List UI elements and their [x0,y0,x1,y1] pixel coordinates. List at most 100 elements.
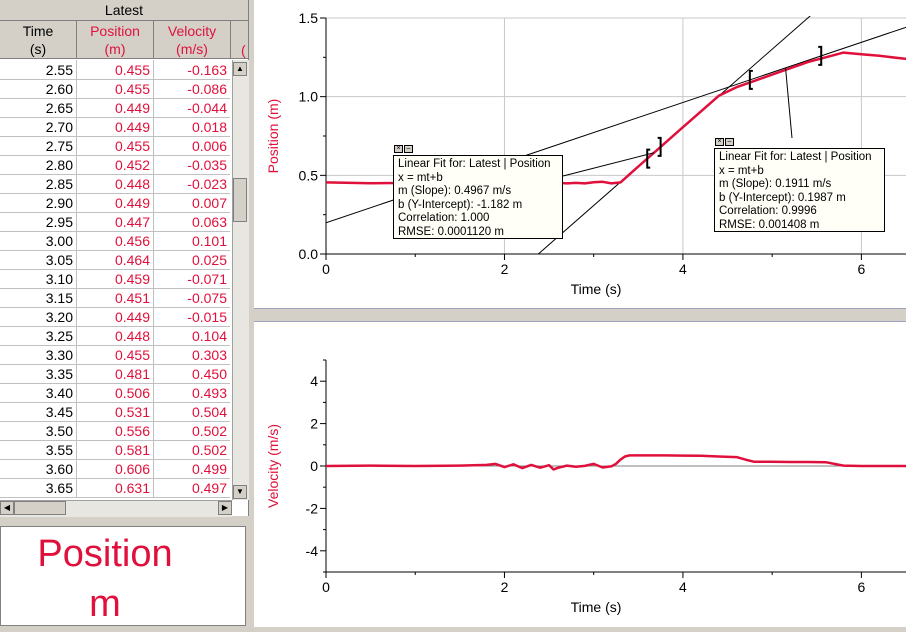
scroll-down-button[interactable]: ▼ [233,485,247,499]
time-cell[interactable]: 3.05 [0,250,77,269]
table-row[interactable]: 2.85 0.448 -0.023 [0,174,230,194]
fitbox-1-minimize-icon[interactable]: – [404,145,413,153]
position-cell[interactable]: 0.456 [77,231,154,250]
time-cell[interactable]: 3.65 [0,478,77,497]
velocity-cell[interactable]: 0.502 [154,421,230,440]
time-cell[interactable]: 3.20 [0,307,77,326]
position-cell[interactable]: 0.449 [77,117,154,136]
velocity-cell[interactable]: -0.163 [154,60,230,79]
column-header-time[interactable]: Time (s) [0,21,77,59]
velocity-cell[interactable]: 0.450 [154,364,230,383]
position-cell[interactable]: 0.464 [77,250,154,269]
velocity-cell[interactable]: -0.044 [154,98,230,117]
table-row[interactable]: 3.25 0.448 0.104 [0,326,230,346]
position-cell[interactable]: 0.449 [77,98,154,117]
position-cell[interactable]: 0.448 [77,174,154,193]
velocity-cell[interactable]: 0.007 [154,193,230,212]
velocity-cell[interactable]: 0.104 [154,326,230,345]
time-cell[interactable]: 2.95 [0,212,77,231]
time-cell[interactable]: 2.80 [0,155,77,174]
time-cell[interactable]: 2.65 [0,98,77,117]
position-cell[interactable]: 0.631 [77,478,154,497]
fitbox-1-close-icon[interactable]: × [394,145,403,153]
time-cell[interactable]: 3.35 [0,364,77,383]
position-cell[interactable]: 0.452 [77,155,154,174]
table-row[interactable]: 2.65 0.449 -0.044 [0,98,230,118]
time-cell[interactable]: 3.60 [0,459,77,478]
table-row[interactable]: 3.20 0.449 -0.015 [0,307,230,327]
velocity-cell[interactable]: 0.493 [154,383,230,402]
table-row[interactable]: 2.90 0.449 0.007 [0,193,230,213]
table-row[interactable]: 3.60 0.606 0.499 [0,459,230,479]
table-row[interactable]: 2.60 0.455 -0.086 [0,79,230,99]
time-cell[interactable]: 2.60 [0,79,77,98]
time-cell[interactable]: 3.10 [0,269,77,288]
position-cell[interactable]: 0.448 [77,326,154,345]
fitbox-2-minimize-icon[interactable]: – [725,138,734,146]
table-row[interactable]: 3.15 0.451 -0.075 [0,288,230,308]
vertical-scrollbar[interactable] [232,60,249,500]
velocity-graph-panel[interactable]: 0 2 4 6 -4 -2 0 2 4 Time (s) Velocity (m/s) [254,322,906,627]
scroll-up-button[interactable]: ▲ [233,62,247,76]
position-cell[interactable]: 0.506 [77,383,154,402]
position-cell[interactable]: 0.606 [77,459,154,478]
table-row[interactable]: 2.55 0.455 -0.163 [0,60,230,80]
time-cell[interactable]: 3.40 [0,383,77,402]
velocity-cell[interactable]: -0.075 [154,288,230,307]
time-cell[interactable]: 3.50 [0,421,77,440]
table-row[interactable]: 3.65 0.631 0.497 [0,478,230,498]
velocity-cell[interactable]: 0.303 [154,345,230,364]
table-row[interactable]: 3.05 0.464 0.025 [0,250,230,270]
time-cell[interactable]: 3.45 [0,402,77,421]
table-row[interactable]: 3.55 0.581 0.502 [0,440,230,460]
time-cell[interactable]: 2.90 [0,193,77,212]
position-cell[interactable]: 0.455 [77,79,154,98]
position-cell[interactable]: 0.531 [77,402,154,421]
velocity-cell[interactable]: 0.502 [154,440,230,459]
graph-divider[interactable] [254,308,906,322]
position-cell[interactable]: 0.455 [77,136,154,155]
table-row[interactable]: 3.35 0.481 0.450 [0,364,230,384]
table-row[interactable]: 3.50 0.556 0.502 [0,421,230,441]
table-row[interactable]: 2.75 0.455 0.006 [0,136,230,156]
time-cell[interactable]: 3.15 [0,288,77,307]
table-row[interactable]: 3.10 0.459 -0.071 [0,269,230,289]
velocity-cell[interactable]: 0.018 [154,117,230,136]
time-cell[interactable]: 2.75 [0,136,77,155]
scroll-left-button[interactable]: ◀ [0,501,14,515]
time-cell[interactable]: 3.30 [0,345,77,364]
column-header-partial[interactable]: ( [231,21,248,59]
table-row[interactable]: 3.45 0.531 0.504 [0,402,230,422]
velocity-cell[interactable]: 0.025 [154,250,230,269]
table-row[interactable]: 3.30 0.455 0.303 [0,345,230,365]
fitbox-2-close-icon[interactable]: × [715,138,724,146]
time-cell[interactable]: 3.25 [0,326,77,345]
velocity-cell[interactable]: 0.101 [154,231,230,250]
linear-fit-box-1[interactable]: Linear Fit for: Latest | Position x = mt… [393,155,563,239]
table-row[interactable]: 3.40 0.506 0.493 [0,383,230,403]
vertical-scroll-thumb[interactable] [233,178,247,222]
position-cell[interactable]: 0.459 [77,269,154,288]
position-cell[interactable]: 0.451 [77,288,154,307]
velocity-cell[interactable]: -0.023 [154,174,230,193]
velocity-cell[interactable]: 0.504 [154,402,230,421]
time-cell[interactable]: 2.70 [0,117,77,136]
scroll-right-button[interactable]: ▶ [218,501,232,515]
table-row[interactable]: 3.00 0.456 0.101 [0,231,230,251]
velocity-cell[interactable]: 0.063 [154,212,230,231]
time-cell[interactable]: 3.00 [0,231,77,250]
time-cell[interactable]: 2.55 [0,60,77,79]
time-cell[interactable]: 2.85 [0,174,77,193]
column-header-position[interactable]: Position (m) [77,21,154,59]
velocity-graph[interactable]: 0 2 4 6 -4 -2 0 2 4 Time (s) Velocity (m/s) [254,322,906,627]
velocity-cell[interactable]: 0.499 [154,459,230,478]
position-cell[interactable]: 0.449 [77,193,154,212]
time-cell[interactable]: 3.55 [0,440,77,459]
velocity-cell[interactable]: -0.086 [154,79,230,98]
table-row[interactable]: 2.80 0.452 -0.035 [0,155,230,175]
velocity-cell[interactable]: 0.497 [154,478,230,497]
velocity-cell[interactable]: -0.015 [154,307,230,326]
position-cell[interactable]: 0.455 [77,345,154,364]
velocity-cell[interactable]: 0.006 [154,136,230,155]
velocity-cell[interactable]: -0.035 [154,155,230,174]
